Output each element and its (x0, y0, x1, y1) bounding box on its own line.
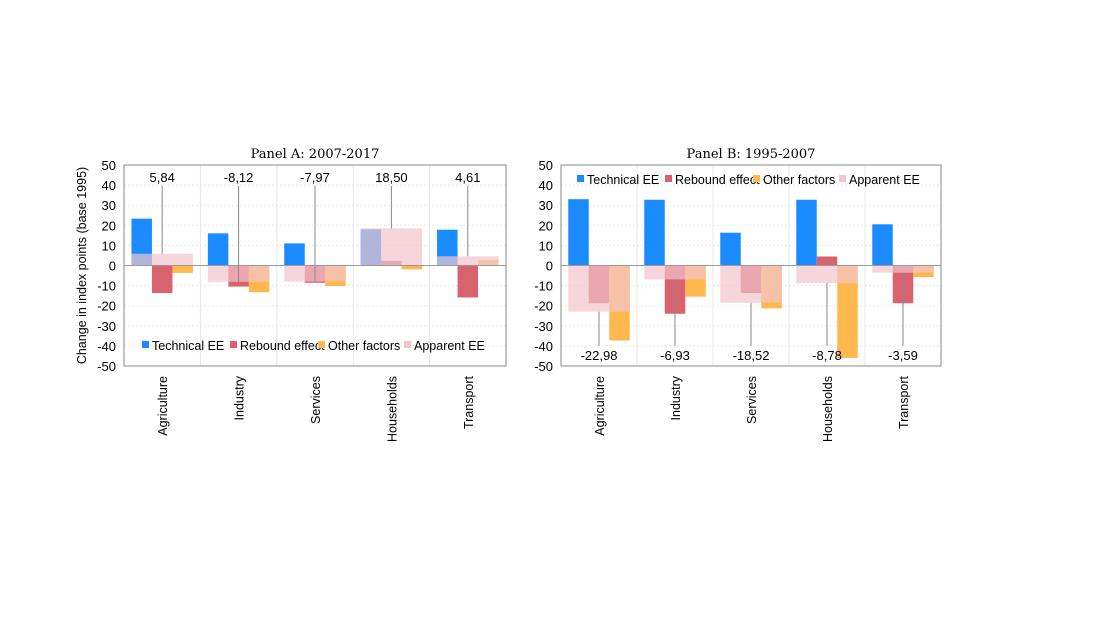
bar-technical-ee (568, 199, 589, 266)
annotation-label: -3,59 (888, 348, 918, 363)
x-category-label: Households (821, 376, 835, 442)
y-axis-label: Change in index points (base 1995) (75, 167, 89, 364)
bar-apparent-ee (872, 265, 934, 273)
y-tick-label: 30 (539, 198, 553, 213)
bar-apparent-ee (360, 228, 423, 266)
plot-frame (123, 164, 507, 367)
x-category-label: Transport (897, 375, 911, 429)
bar-apparent-ee (131, 253, 193, 266)
bar-other-factors (837, 265, 858, 358)
bar-rebound-effect (816, 256, 838, 266)
y-tick-label: -50 (534, 359, 553, 374)
legend-label: Apparent EE (849, 173, 920, 187)
legend-label: Other factors (328, 339, 400, 353)
panel-b: Panel B: 1995-2007 50 40 30 20 10 0 -10 -20 -30 -4… (534, 147, 942, 442)
y-tick-label: -20 (97, 299, 116, 314)
legend-swatch (665, 175, 672, 182)
legend-label: Other factors (763, 173, 835, 187)
y-tick-label: 50 (102, 158, 116, 173)
x-category-label: Agriculture (156, 376, 170, 436)
legend-swatch (404, 341, 411, 348)
y-tick-label: 10 (102, 238, 116, 253)
x-category-label: Transport (462, 375, 476, 429)
annotation-label: -6,93 (660, 348, 690, 363)
chart-title: Panel B: 1995-2007 (687, 147, 816, 162)
annotation-label: -18,52 (733, 348, 770, 363)
bar-rebound-effect (457, 265, 479, 298)
legend-swatch (753, 175, 760, 182)
annotation-label: 4,61 (455, 170, 480, 185)
y-tick-label: -40 (97, 339, 116, 354)
annotation-label: -8,78 (812, 348, 842, 363)
bar-technical-ee (796, 199, 817, 266)
y-tick-label: -20 (534, 299, 553, 314)
bar-other-factors (401, 265, 423, 270)
y-tick-label: -30 (534, 319, 553, 334)
bar-apparent-ee (720, 265, 782, 303)
annotation-label: -8,12 (224, 170, 254, 185)
y-tick-label: 40 (539, 178, 553, 193)
x-category-label: Agriculture (593, 376, 607, 436)
y-tick-label: 20 (102, 218, 116, 233)
y-tick-label: 30 (102, 198, 116, 213)
plot-frame (560, 164, 942, 367)
legend-swatch (318, 341, 325, 348)
bar-other-factors (172, 265, 193, 273)
bar-technical-ee (207, 233, 229, 266)
legend-label: Apparent EE (414, 339, 485, 353)
annotation-label: -22,98 (581, 348, 618, 363)
legend-swatch (839, 175, 846, 182)
y-tick-label: -10 (97, 279, 116, 294)
y-tick-label: 20 (539, 218, 553, 233)
x-category-label: Households (385, 376, 399, 442)
panel-a: Panel A: 2007-2017 Change in index points… (75, 147, 507, 442)
legend-swatch (230, 341, 237, 348)
x-category-label: Services (309, 376, 323, 424)
chart-title: Panel A: 2007-2017 (251, 147, 380, 162)
annotation-label: 5,84 (150, 170, 175, 185)
bar-technical-ee (872, 224, 893, 266)
y-tick-label: -10 (534, 279, 553, 294)
bar-technical-ee (720, 232, 741, 266)
y-tick-label: -50 (97, 359, 116, 374)
legend-label: Technical EE (587, 173, 659, 187)
legend-label: Rebound effect (675, 173, 760, 187)
bar-apparent-ee (644, 265, 706, 280)
bar-technical-ee (644, 199, 665, 266)
y-tick-label: 0 (109, 259, 116, 274)
bar-rebound-effect (151, 265, 173, 294)
annotation-label: 18,50 (375, 170, 408, 185)
bar-technical-ee (284, 243, 305, 266)
y-tick-label: 40 (102, 178, 116, 193)
legend-swatch (142, 341, 149, 348)
bar-apparent-ee (437, 256, 499, 266)
bar-apparent-ee (796, 265, 858, 284)
x-category-label: Industry (233, 375, 247, 420)
x-category-label: Industry (669, 375, 683, 420)
x-category-label: Services (745, 376, 759, 424)
legend-swatch (577, 175, 584, 182)
annotation-label: -7,97 (300, 170, 330, 185)
y-tick-label: -40 (534, 339, 553, 354)
y-tick-label: 50 (539, 158, 553, 173)
legend-label: Technical EE (152, 339, 224, 353)
bar-apparent-ee (568, 265, 630, 312)
y-tick-label: 0 (546, 259, 553, 274)
legend-label: Rebound effect (240, 339, 325, 353)
y-tick-label: 10 (539, 238, 553, 253)
y-tick-label: -30 (97, 319, 116, 334)
